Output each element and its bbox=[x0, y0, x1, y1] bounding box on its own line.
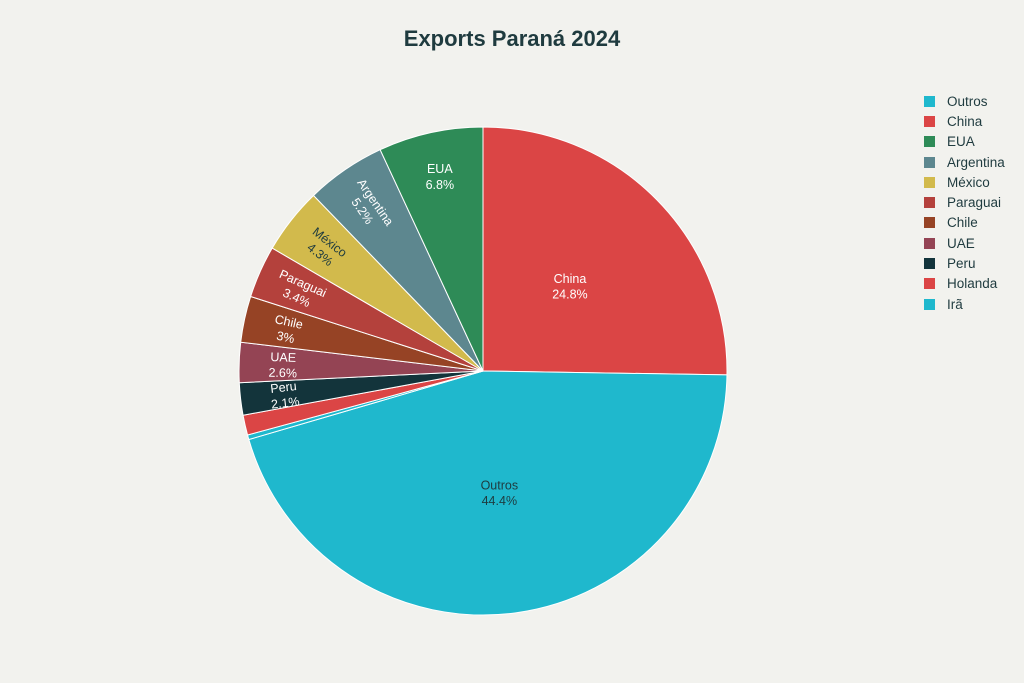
legend-label: Irã bbox=[947, 296, 963, 312]
legend-item-outros[interactable]: Outros bbox=[924, 91, 1005, 111]
legend-swatch bbox=[924, 176, 935, 188]
legend-item-holanda[interactable]: Holanda bbox=[924, 274, 1005, 294]
legend-item-uae[interactable]: UAE bbox=[924, 233, 1005, 253]
legend-label: Holanda bbox=[947, 276, 998, 292]
legend-item-argentina[interactable]: Argentina bbox=[924, 152, 1005, 172]
pie-slice-eua[interactable] bbox=[379, 126, 484, 372]
legend-item-paraguai[interactable]: Paraguai bbox=[924, 192, 1005, 212]
pie-slice-china[interactable] bbox=[482, 126, 728, 376]
legend-item-peru[interactable]: Peru bbox=[924, 253, 1005, 273]
legend-swatch bbox=[924, 115, 935, 127]
pie-labels: China 24.8% Outros 44.4% Peru2.1%UAE2.6%Chil… bbox=[268, 162, 587, 508]
slice-label-chile: Chile3% bbox=[270, 312, 304, 347]
legend-item-ira[interactable]: Irã bbox=[924, 294, 1005, 314]
legend-label: Outros bbox=[947, 93, 988, 109]
legend-swatch bbox=[924, 237, 935, 249]
legend-swatch bbox=[924, 95, 935, 107]
legend-swatch bbox=[924, 136, 935, 148]
slice-label-uae: UAE2.6% bbox=[268, 350, 298, 381]
legend-swatch bbox=[924, 217, 935, 229]
legend-label: UAE bbox=[947, 235, 975, 251]
legend-label: Peru bbox=[947, 256, 976, 272]
legend-swatch bbox=[924, 278, 935, 290]
slice-label-eua: EUA 6.8% bbox=[426, 162, 455, 192]
legend: Outros China EUA Argentina México Paraguai Chi… bbox=[924, 91, 1005, 314]
slice-label-peru: Peru2.1% bbox=[269, 379, 301, 412]
slice-label-china: China 24.8% bbox=[552, 272, 587, 302]
legend-item-mexico[interactable]: México bbox=[924, 172, 1005, 192]
chart-title: Exports Paraná 2024 bbox=[403, 26, 621, 51]
legend-swatch bbox=[924, 298, 935, 310]
legend-swatch bbox=[924, 197, 935, 209]
legend-item-eua[interactable]: EUA bbox=[924, 132, 1005, 152]
legend-item-china[interactable]: China bbox=[924, 111, 1005, 131]
slice-label-outros: Outros 44.4% bbox=[481, 478, 519, 508]
legend-item-chile[interactable]: Chile bbox=[924, 213, 1005, 233]
legend-label: Chile bbox=[947, 215, 978, 231]
legend-swatch bbox=[924, 156, 935, 168]
legend-label: China bbox=[947, 113, 983, 129]
legend-label: México bbox=[947, 174, 990, 190]
legend-label: Argentina bbox=[947, 154, 1005, 170]
pie-slices bbox=[238, 126, 728, 616]
pie-slice-outros[interactable] bbox=[248, 370, 728, 616]
legend-label: EUA bbox=[947, 134, 975, 150]
legend-label: Paraguai bbox=[947, 195, 1002, 211]
legend-swatch bbox=[924, 258, 935, 270]
